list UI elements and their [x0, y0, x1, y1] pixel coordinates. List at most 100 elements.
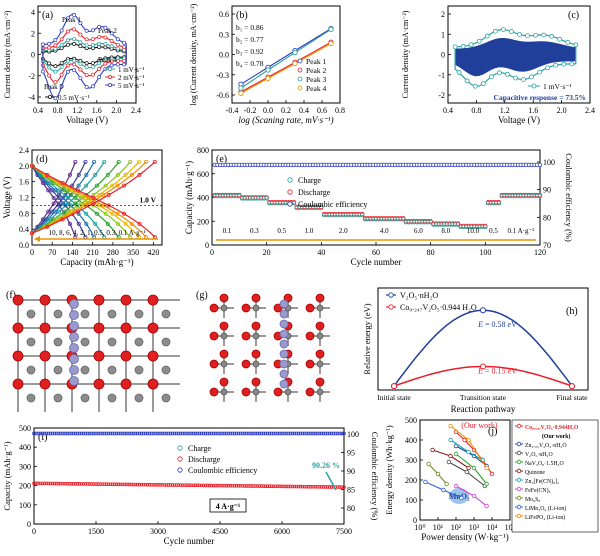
panel-i-discharge-marker	[38, 481, 42, 486]
panel-c-marker	[464, 78, 470, 84]
panel-i-ce-marker	[129, 431, 133, 436]
panel-g-oxygen-atom	[219, 293, 229, 303]
panel-e-charge-marker	[360, 212, 365, 218]
panel-i-discharge-marker	[313, 484, 317, 489]
panel-i-ce-marker	[191, 431, 195, 436]
panel-j-marker	[466, 449, 471, 455]
panel-a-legend-label: 2 mV·s⁻¹	[118, 74, 145, 82]
panel-f-cobalt-atom	[69, 310, 79, 320]
panel-d-charge-curve	[31, 161, 120, 234]
panel-c-x-tick-label: 1.6	[528, 106, 538, 115]
panel-i-discharge-marker	[73, 482, 78, 486]
panel-i-ce-marker	[222, 431, 226, 436]
panel-i-discharge-marker	[245, 484, 249, 488]
panel-i-discharge-marker	[300, 484, 305, 489]
panel-j-marker	[426, 461, 431, 467]
panel-i-discharge-marker	[137, 482, 142, 487]
panel-i-discharge-marker	[253, 484, 257, 488]
panel-f-vanadium-atom	[53, 365, 63, 375]
panel-f-oxygen-atom	[147, 350, 159, 362]
panel-i-discharge-marker	[119, 482, 123, 487]
panel-a-peak4: Peak 4	[98, 56, 117, 64]
panel-i-discharge-marker	[34, 481, 38, 486]
panel-a-legend-marker	[108, 75, 113, 80]
panel-b-legend-marker	[297, 76, 303, 82]
panel-i-discharge-marker	[81, 482, 86, 486]
panel-j-marker	[448, 437, 453, 443]
panel-i-ce-marker	[36, 431, 40, 436]
panel-a-marker	[122, 40, 127, 45]
panel-a-marker	[78, 40, 83, 45]
panel-j-legend-marker	[516, 450, 522, 456]
panel-f-oxygen-atom	[147, 294, 159, 306]
panel-j-marker	[484, 503, 489, 509]
panel-i-ce-marker	[63, 431, 67, 436]
panel-f-vanadium-atom	[80, 365, 90, 375]
panel-i-discharge-marker	[329, 485, 334, 489]
panel-d-marker	[76, 183, 81, 188]
panel-i-ce-marker	[116, 431, 121, 436]
panel-i-ce-marker	[127, 431, 131, 436]
panel-i-ce-marker	[88, 431, 92, 436]
panel-d-marker	[76, 221, 81, 226]
panel-i-ce-marker	[267, 431, 272, 436]
panel-a-peak3: Peak 3	[44, 83, 63, 91]
panel-i-ce-marker	[139, 431, 144, 436]
panel-i-ce-marker	[162, 431, 167, 436]
panel-g-oxygen-atom	[305, 303, 315, 313]
panel-c-annotation: Capacitive response = 73.5%	[494, 93, 586, 102]
panel-c-marker	[529, 74, 534, 80]
panel-i-discharge-marker	[174, 483, 179, 487]
panel-a-marker	[65, 29, 70, 34]
panel-i-discharge-marker	[176, 483, 181, 487]
panel-d-y-tick-label: 2.0	[19, 162, 29, 171]
panel-f-oxygen-atom	[120, 294, 132, 306]
panel-c-y-tick-label: 2	[441, 10, 445, 19]
panel-i-discharge-marker	[44, 481, 49, 486]
panel-g-oxygen-atom	[241, 331, 251, 341]
panel-d-discharge-curve	[31, 165, 95, 238]
panel-c-marker	[573, 42, 579, 48]
panel-c-marker	[488, 74, 494, 80]
panel-i-discharge-marker	[170, 483, 175, 487]
panel-i-rate-label: 4 A·g⁻¹	[216, 502, 241, 511]
panel-i-y-tick-label: 500	[19, 424, 31, 433]
panel-i-discharge-marker	[83, 482, 88, 486]
panel-i-discharge-marker	[267, 484, 272, 489]
panel-f-oxygen-atom	[93, 294, 105, 306]
panel-g-oxygen-atom	[305, 331, 315, 341]
panel-a-marker	[47, 45, 52, 50]
panel-a-marker	[103, 25, 108, 30]
panel-i-ce-marker	[67, 431, 71, 436]
panel-a-marker	[84, 84, 89, 89]
panel-i-ce-marker	[137, 431, 142, 436]
panel-f-oxygen-atom	[120, 378, 132, 390]
panel-b-legend-marker	[297, 67, 303, 73]
panel-d-marker	[102, 159, 107, 164]
panel-a-peak1: Peak 1	[62, 16, 81, 24]
panel-i-discharge-marker	[69, 481, 73, 486]
panel-d-marker	[45, 224, 50, 229]
panel-c-legend-marker	[531, 83, 537, 89]
panel-a-marker	[59, 61, 64, 66]
panel-b-y-tick-label: -0.6	[216, 91, 229, 100]
panel-g-vanadium-atom	[284, 388, 292, 396]
panel-i-discharge-marker	[178, 483, 183, 487]
panel-i-discharge-marker	[36, 481, 40, 486]
panel-g-oxygen-atom	[273, 387, 283, 397]
panel-j-marker	[441, 487, 446, 493]
panel-i-discharge-marker	[220, 483, 224, 488]
panel-i-ce-marker	[141, 431, 146, 436]
panel-b-y-tick-label: 0.3	[219, 30, 229, 39]
panel-f-cobalt-atom	[69, 332, 79, 342]
panel-i-ce-marker	[59, 431, 63, 436]
panel-i-discharge-marker	[338, 485, 342, 489]
panel-b-y-tick-label: -0.3	[216, 71, 229, 80]
panel-i-discharge-marker	[251, 484, 255, 488]
panel-g-vanadium-atom	[252, 332, 260, 340]
panel-f-vanadium-atom	[107, 337, 117, 347]
panel-i-ce-marker	[77, 431, 82, 436]
panel-i-discharge-marker	[265, 484, 270, 488]
panel-i-ce-marker	[228, 431, 233, 436]
panel-a-marker	[65, 42, 70, 47]
